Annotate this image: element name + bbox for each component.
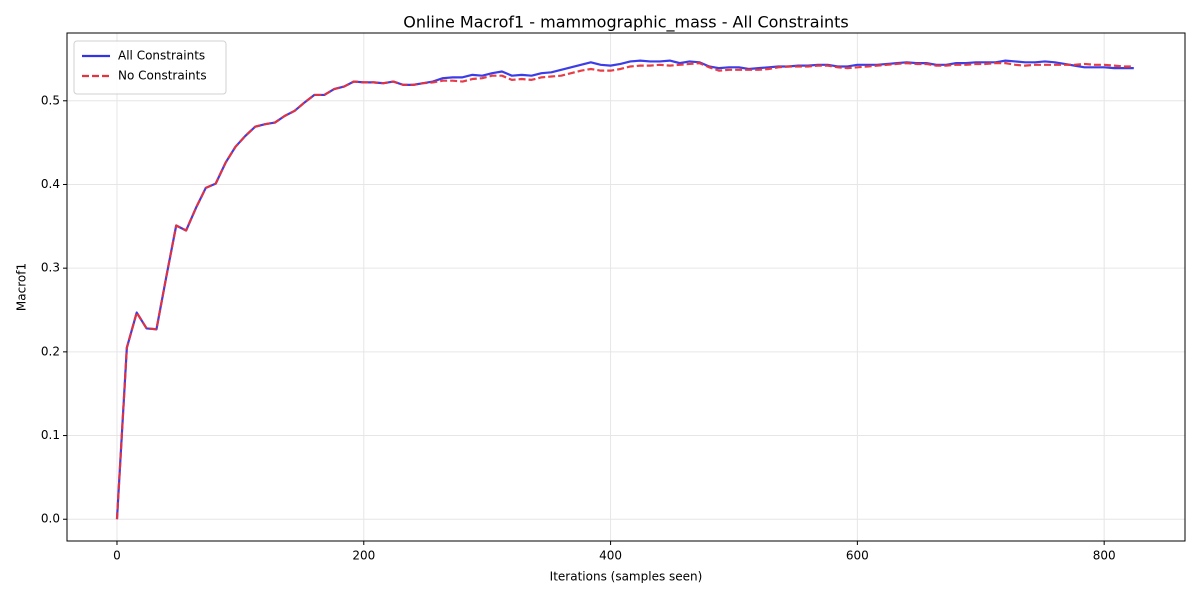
y-tick-label: 0.0 (41, 512, 60, 526)
series-line (115, 59, 1134, 520)
y-tick-label: 0.2 (41, 344, 60, 358)
y-tick-label: 0.5 (41, 93, 60, 107)
x-tick-label: 0 (113, 549, 121, 563)
y-axis-label: Macrof1 (15, 263, 29, 311)
chart-title: Online Macrof1 - mammographic_mass - All… (403, 13, 849, 33)
legend-label: All Constraints (118, 49, 205, 63)
x-tick-label: 600 (846, 549, 869, 563)
legend: All Constraints No Constraints (73, 40, 227, 95)
x-tick-label: 800 (1093, 549, 1116, 563)
y-tick-label: 0.3 (41, 261, 60, 275)
x-tick-label: 200 (352, 549, 375, 563)
y-tick-label: 0.4 (41, 177, 60, 191)
x-axis-label: Iterations (samples seen) (550, 570, 703, 584)
series-line (115, 62, 1134, 520)
legend-box (73, 40, 227, 95)
axes-frame (66, 32, 1186, 542)
y-tick-label: 0.1 (41, 428, 60, 442)
legend-label: No Constraints (118, 69, 207, 83)
x-tick-label: 400 (599, 549, 622, 563)
